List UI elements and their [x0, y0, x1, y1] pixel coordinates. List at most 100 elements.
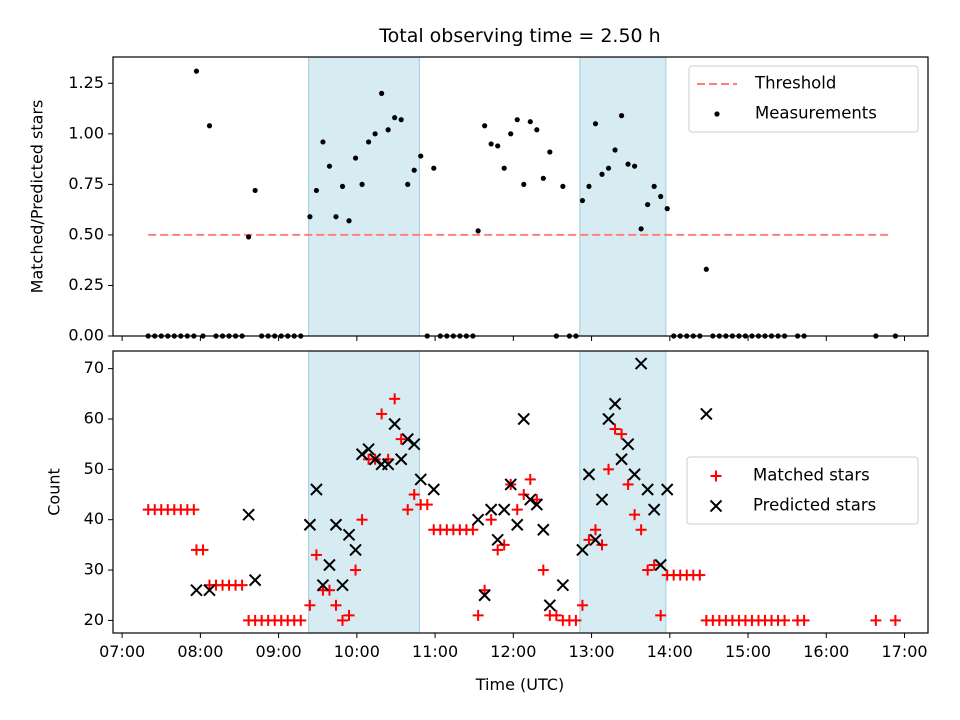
bottom-x-axis-label: Time (UTC): [475, 675, 564, 694]
matched-star-point-36: [376, 408, 388, 420]
predicted-star-point-18-b: [394, 453, 408, 466]
measurement-point-8: [193, 68, 200, 74]
matched-star-point-71: [603, 463, 615, 475]
matched-star-point-100: [798, 614, 810, 626]
legend-measurements-swatch: [714, 111, 720, 117]
chart-title: Total observing time = 2.50 h: [378, 25, 660, 47]
predicted-star-point-36: [576, 543, 589, 557]
matched-star-point-43: [421, 499, 433, 511]
measurement-point-25: [307, 214, 313, 220]
predicted-star-point-45-b: [634, 357, 648, 370]
predicted-star-point-50: [700, 407, 713, 421]
predicted-star-point-22: [427, 483, 440, 496]
measurement-point-61: [540, 175, 546, 181]
matched-star-point-57: [511, 504, 523, 516]
predicted-star-point-39: [595, 493, 609, 506]
measurement-point-10: [206, 123, 213, 129]
matched-star-point-101: [870, 614, 882, 626]
matched-star-point-55: [498, 539, 510, 551]
predicted-star-point-20-b: [408, 437, 421, 451]
measurement-point-78: [651, 183, 657, 189]
predicted-star-point-37: [582, 468, 596, 481]
predicted-star-point-28: [504, 478, 517, 491]
predicted-star-point-23: [471, 513, 485, 526]
matched-star-point-40: [402, 504, 414, 516]
predicted-star-point-37-b: [582, 468, 596, 481]
bottom-x-tick-label-2: 09:00: [256, 642, 302, 661]
matched-star-point-73: [616, 428, 628, 440]
measurement-point-16: [246, 234, 252, 240]
measurement-point-28: [326, 163, 333, 169]
predicted-star-point-36-b: [576, 543, 589, 557]
measurement-point-59: [527, 119, 533, 125]
predicted-star-point-33-b: [537, 523, 550, 536]
measurement-point-17: [252, 187, 258, 194]
predicted-star-point-38-b: [589, 533, 602, 547]
predicted-star-point-4: [303, 518, 317, 531]
predicted-star-point-13: [362, 442, 375, 456]
predicted-star-point-16: [381, 458, 395, 471]
top-y-tick-label-5: 1.25: [68, 73, 104, 92]
predicted-star-point-46-b: [641, 483, 654, 496]
measurement-point-31: [346, 218, 352, 224]
measurement-point-74: [625, 161, 631, 167]
measurement-point-77: [645, 201, 651, 208]
measurement-point-54: [495, 143, 501, 149]
matched-star-point-61: [537, 564, 549, 576]
predicted-star-point-32: [530, 498, 544, 511]
bottom-x-tick-label-0: 07:00: [99, 642, 145, 661]
bottom-x-tick-label-3: 10:00: [334, 642, 380, 661]
predicted-star-point-11-b: [349, 543, 362, 557]
predicted-star-point-46: [641, 483, 654, 496]
predicted-star-point-35-b: [556, 578, 570, 592]
matched-star-point-30: [337, 614, 349, 626]
top-legend: Threshold Measurements: [688, 65, 919, 133]
measurement-point-86: [703, 266, 709, 272]
legend-matched-label: Matched stars: [753, 466, 870, 485]
predicted-star-point-25-b: [484, 503, 498, 516]
bottom-shade-1: [579, 350, 667, 634]
matched-star-point-79: [655, 609, 667, 621]
top-y-ticks: 0.00 0.25 0.50 0.75 1.00 1.25: [68, 73, 113, 345]
bottom-x-tick-label-9: 16:00: [803, 642, 849, 661]
predicted-star-point-35: [556, 578, 570, 592]
bottom-x-tick-label-10: 17:00: [881, 642, 927, 661]
matched-star-point-29: [330, 599, 342, 611]
matched-star-point-24: [295, 614, 307, 626]
matched-star-point-7: [188, 504, 200, 516]
predicted-star-point-12-b: [355, 448, 369, 461]
predicted-star-point-41-b: [608, 397, 622, 411]
measurement-point-76: [638, 226, 644, 232]
predicted-star-point-23-b: [471, 513, 485, 526]
measurement-point-41: [411, 167, 417, 173]
bottom-x-tick-label-1: 08:00: [177, 642, 223, 661]
measurement-point-26: [313, 187, 320, 194]
top-y-tick-label-3: 0.75: [68, 174, 104, 193]
predicted-star-point-24: [478, 589, 491, 602]
predicted-star-point-25: [484, 503, 498, 516]
matched-star-point-68: [583, 534, 595, 546]
legend-predicted-swatch-b: [709, 499, 723, 513]
matched-star-point-58: [518, 489, 530, 501]
predicted-star-point-20: [408, 437, 421, 451]
predicted-star-point-29-b: [511, 518, 524, 531]
legend-predicted-label: Predicted stars: [753, 496, 876, 515]
bottom-y-axis-label: Count: [45, 468, 64, 516]
predicted-star-point-48: [654, 558, 667, 572]
matched-star-point-39: [395, 433, 407, 445]
matched-star-point-41: [408, 489, 420, 501]
matched-star-point-26: [310, 549, 322, 561]
predicted-star-point-19: [401, 432, 414, 446]
bottom-y-tick-label-0: 20: [84, 610, 104, 629]
predicted-star-point-22-b: [427, 483, 440, 496]
measurement-point-42: [418, 153, 424, 159]
predicted-star-point-8: [329, 518, 343, 531]
predicted-star-point-42-b: [615, 453, 628, 466]
measurement-point-68: [586, 183, 592, 189]
bottom-plot-frame: [112, 350, 929, 634]
predicted-star-point-31-b: [524, 493, 537, 506]
matched-star-point-54: [492, 544, 504, 556]
measurement-point-53: [488, 141, 494, 147]
predicted-star-point-41: [608, 397, 622, 411]
bottom-shaded-intervals: [308, 350, 667, 634]
